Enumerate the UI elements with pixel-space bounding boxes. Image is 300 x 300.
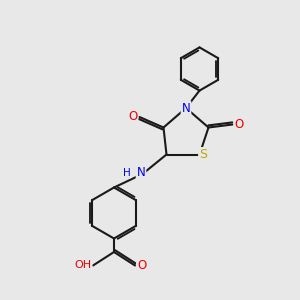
Text: O: O [128, 110, 137, 124]
Text: O: O [137, 259, 146, 272]
Text: S: S [199, 148, 207, 161]
Text: N: N [136, 166, 146, 179]
Text: OH: OH [74, 260, 92, 271]
Text: H: H [123, 167, 131, 178]
Text: N: N [182, 101, 190, 115]
Text: O: O [235, 118, 244, 131]
